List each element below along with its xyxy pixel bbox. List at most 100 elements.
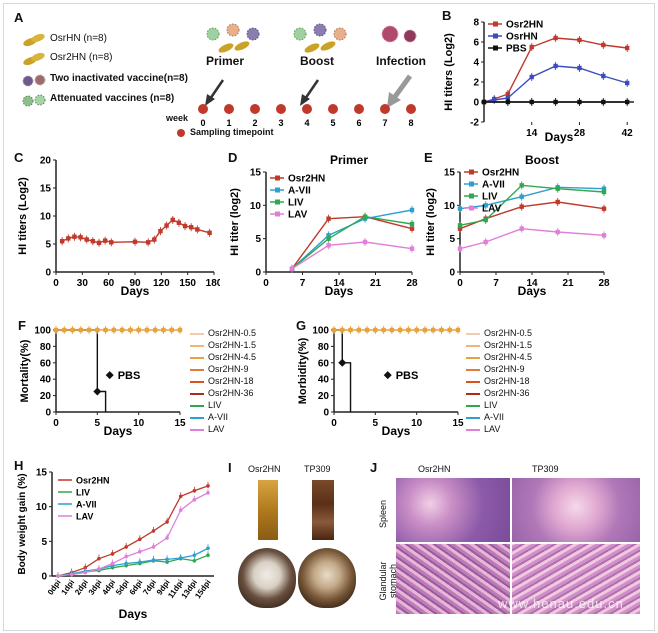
data-point xyxy=(381,327,386,333)
data-point xyxy=(124,561,128,566)
data-point xyxy=(519,183,524,188)
data-point xyxy=(62,327,67,333)
y-tick-label: 10 xyxy=(40,212,52,223)
y-tick-label: 40 xyxy=(318,375,330,386)
panel-j-col-osr2hn: Osr2HN xyxy=(418,464,451,474)
legend-label: Osr2HN-18 xyxy=(208,376,254,386)
legend-item: Osr2HN-18 xyxy=(190,376,254,386)
data-point xyxy=(138,549,142,554)
series-line xyxy=(483,65,628,103)
panel-label-c: C xyxy=(14,150,24,165)
legend-label: Osr2HN-1.5 xyxy=(208,340,257,350)
histology-stomach-osr2hn-image xyxy=(396,544,510,614)
data-point xyxy=(70,327,75,333)
legend-label: Osr2HN-4.5 xyxy=(208,352,257,362)
data-point xyxy=(128,327,133,333)
y-tick-label: 20 xyxy=(40,391,52,402)
data-point xyxy=(59,239,65,244)
legend-swatch xyxy=(190,404,204,407)
legend-swatch xyxy=(466,356,480,359)
legend-label: LIV xyxy=(208,400,222,410)
y-tick-label: 0 xyxy=(449,268,455,279)
data-point xyxy=(177,327,183,333)
series-line xyxy=(291,215,413,270)
data-point xyxy=(192,558,197,563)
pbs-annotation-marker xyxy=(383,371,392,380)
group-label-osrhn: OsrHN (n=8) xyxy=(50,33,107,44)
legend-label: Osr2HN xyxy=(506,20,543,31)
legend-label: OsrHN xyxy=(506,32,538,43)
week-number: 0 xyxy=(200,118,205,128)
legend-label: LAV xyxy=(482,204,502,215)
y-tick-label: 0 xyxy=(41,572,47,583)
panel-j-row-spleen: Spleen xyxy=(378,499,388,528)
sampling-dot xyxy=(224,104,234,114)
stomach-tp309-image xyxy=(298,548,356,608)
data-point xyxy=(624,80,630,86)
data-point xyxy=(555,229,560,235)
pbs-marker xyxy=(93,387,102,396)
data-point xyxy=(170,217,175,223)
data-point xyxy=(492,97,497,103)
sampling-dot xyxy=(380,104,390,114)
data-point xyxy=(326,236,331,241)
group-label-attenuated: Attenuated vaccines (n=8) xyxy=(50,93,175,104)
attenuated-virus-icon xyxy=(22,94,46,107)
panel-label-d: D xyxy=(228,150,238,165)
series-line xyxy=(61,219,210,244)
stage-label-infection: Infection xyxy=(376,54,426,68)
legend-marker xyxy=(275,187,280,193)
legend-label: A-VII xyxy=(482,180,505,191)
legend-label: Osr2HN-9 xyxy=(208,364,249,374)
data-point xyxy=(178,556,183,560)
legend-label: Osr2HN-1.5 xyxy=(484,340,533,350)
x-axis-label: Days xyxy=(121,284,150,298)
x-axis-label: Days xyxy=(104,424,133,438)
y-axis-label: HI titer (log2) xyxy=(229,188,241,256)
data-point xyxy=(356,327,361,333)
week-number: 8 xyxy=(408,118,413,128)
data-point xyxy=(505,99,511,105)
data-point xyxy=(72,234,77,239)
data-point xyxy=(95,327,100,333)
data-point xyxy=(519,204,524,209)
primer-arrow-icon xyxy=(205,79,225,106)
legend-item: Osr2HN-18 xyxy=(466,376,530,386)
data-point xyxy=(161,327,166,333)
data-point xyxy=(601,206,607,211)
y-tick-label: 100 xyxy=(34,326,51,337)
legend-label: LIV xyxy=(288,198,304,209)
y-tick-label: 0 xyxy=(473,98,479,109)
data-point xyxy=(136,327,141,333)
legend-swatch xyxy=(466,416,480,419)
data-point xyxy=(389,327,395,333)
legend-label: LAV xyxy=(76,512,93,522)
x-tick-label: 42 xyxy=(622,128,634,139)
sampling-dot xyxy=(276,104,286,114)
data-point xyxy=(555,186,560,191)
x-tick-label: 0 xyxy=(331,418,337,429)
panel-label-b: B xyxy=(442,8,452,23)
data-point xyxy=(138,560,142,564)
sampling-dots xyxy=(198,104,416,114)
data-point xyxy=(409,226,415,231)
intestine-tp309-image xyxy=(312,480,334,540)
x-tick-label: 0 xyxy=(457,278,463,289)
x-tick-label: 14 xyxy=(333,278,345,289)
y-tick-label: 60 xyxy=(40,358,52,369)
data-point xyxy=(192,497,197,502)
x-category-label: 0dpi xyxy=(46,578,63,597)
y-tick-label: 2 xyxy=(473,78,479,89)
data-point xyxy=(84,237,89,242)
y-tick-label: 6 xyxy=(473,38,479,49)
legend-item: Osr2HN-0.5 xyxy=(190,328,256,338)
data-point xyxy=(165,536,169,540)
data-point xyxy=(192,488,197,493)
x-tick-label: 0 xyxy=(53,278,59,289)
data-point xyxy=(151,529,156,533)
sampling-dot xyxy=(250,104,260,114)
watermark-text: www.henau.edu.cn xyxy=(498,596,624,611)
legend-label: Osr2HN-0.5 xyxy=(484,328,533,338)
legend-item: LIV xyxy=(190,400,222,410)
infection-virus-icon xyxy=(381,25,417,43)
